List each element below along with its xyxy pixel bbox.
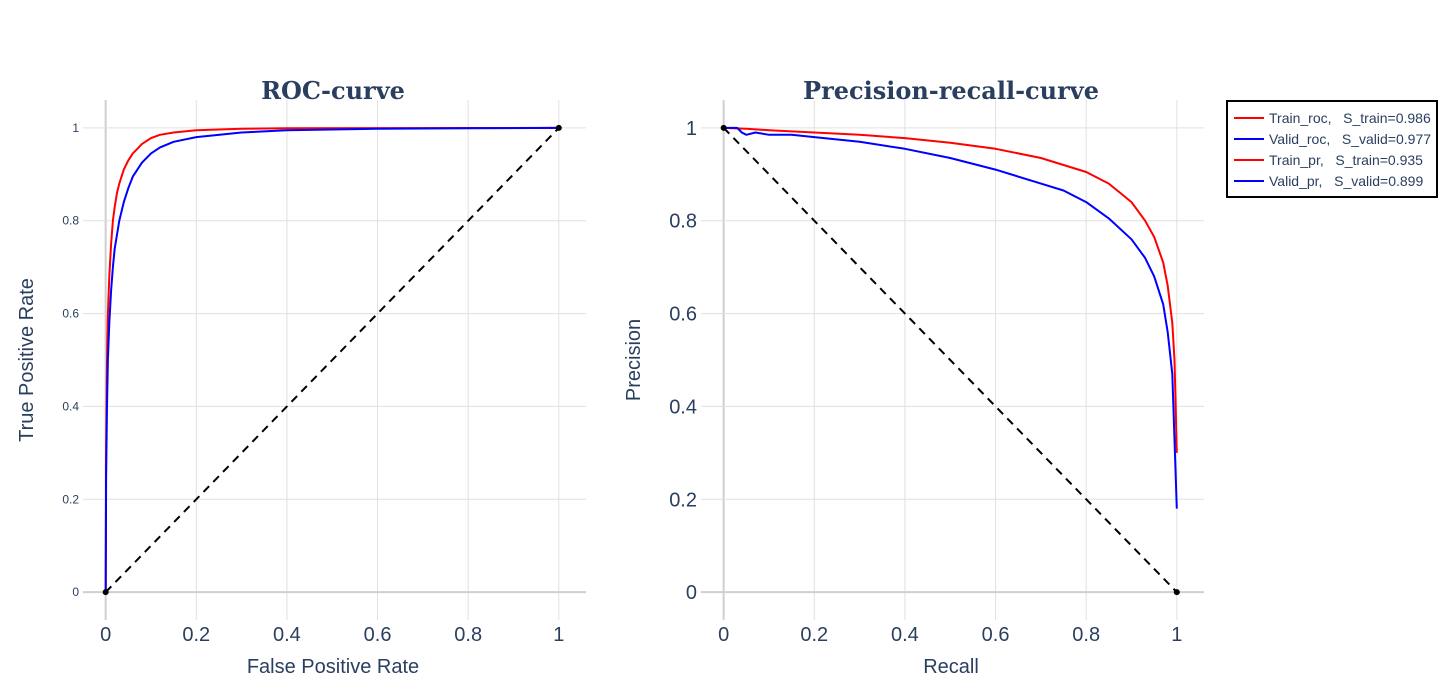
legend-label: Valid_pr, S_valid=0.899 [1269, 173, 1423, 189]
legend-item[interactable]: Valid_pr, S_valid=0.899 [1234, 173, 1423, 189]
roc-x-tick-label: 0.4 [273, 624, 301, 646]
legend-item[interactable]: Valid_roc, S_valid=0.977 [1234, 131, 1431, 147]
roc-series-line [104, 126, 559, 593]
pr-y-tick-label: 0.2 [669, 489, 697, 511]
pr-x-tick-label: 0.8 [1072, 624, 1100, 646]
roc-x-tick-label: 0 [100, 624, 111, 646]
roc-x-tick-label: 0.8 [454, 624, 482, 646]
pr-x-tick-label: 1 [1171, 624, 1182, 646]
legend-label: Train_pr, S_train=0.935 [1269, 152, 1423, 168]
roc-y-axis-title: True Positive Rate [16, 278, 38, 442]
pr-series-line [723, 126, 1178, 509]
roc-grid [83, 100, 586, 620]
pr-series-line [723, 126, 1178, 453]
roc-baseline-point [102, 589, 109, 596]
roc-baseline-line [104, 127, 560, 593]
pr-panel: Precision-recall-curve 0 0.2 0.4 0.6 0.8 1 0 0.… [623, 76, 1204, 678]
roc-x-tick-label: 0.2 [182, 624, 210, 646]
pr-baseline-point [1173, 589, 1180, 596]
pr-x-tick-label: 0.2 [800, 624, 828, 646]
pr-y-tick-label: 1 [686, 118, 697, 140]
pr-baseline-point [720, 124, 727, 131]
roc-y-tick-label: 0.8 [62, 214, 79, 228]
pr-y-tick-label: 0.8 [669, 211, 697, 233]
roc-y-tick-label: 0.2 [62, 492, 79, 506]
roc-y-tick-label: 1 [72, 121, 79, 135]
legend-item[interactable]: Train_roc, S_train=0.986 [1234, 110, 1431, 126]
pr-ticks: 0 0.2 0.4 0.6 0.8 1 0 0.2 0.4 0.6 0.8 1 [669, 118, 1182, 646]
roc-x-tick-label: 0.6 [364, 624, 392, 646]
pr-y-tick-label: 0.6 [669, 304, 697, 326]
roc-series-line [104, 126, 559, 593]
legend: Train_roc, S_train=0.986 Valid_roc, S_va… [1226, 100, 1438, 198]
roc-series [102, 124, 562, 596]
pr-series [720, 124, 1180, 596]
roc-baseline-point [555, 124, 562, 131]
roc-y-tick-label: 0.6 [62, 307, 79, 321]
pr-x-tick-label: 0.4 [891, 624, 919, 646]
pr-baseline-line [722, 127, 1178, 593]
pr-y-tick-label: 0 [686, 582, 697, 604]
pr-y-axis-title: Precision [623, 319, 645, 401]
roc-x-tick-label: 1 [553, 624, 564, 646]
pr-title: Precision-recall-curve [803, 76, 1099, 105]
pr-x-tick-label: 0 [718, 624, 729, 646]
roc-title: ROC-curve [261, 76, 405, 105]
roc-x-axis-title: False Positive Rate [247, 656, 419, 678]
roc-ticks: 0 0.2 0.4 0.6 0.8 1 0 0.2 0.4 0.6 0.8 1 [62, 121, 564, 646]
pr-y-tick-label: 0.4 [669, 396, 697, 418]
legend-label: Valid_roc, S_valid=0.977 [1269, 131, 1431, 147]
legend-label: Train_roc, S_train=0.986 [1269, 110, 1431, 126]
legend-item[interactable]: Train_pr, S_train=0.935 [1234, 152, 1423, 168]
roc-y-tick-label: 0 [72, 585, 79, 599]
roc-y-tick-label: 0.4 [62, 399, 79, 413]
pr-grid [701, 100, 1204, 620]
pr-x-tick-label: 0.6 [982, 624, 1010, 646]
pr-x-axis-title: Recall [923, 656, 979, 678]
roc-panel: ROC-curve 0 0.2 0.4 0.6 0.8 1 0 0.2 0.4 0.6 0.8 1 F… [16, 76, 586, 678]
